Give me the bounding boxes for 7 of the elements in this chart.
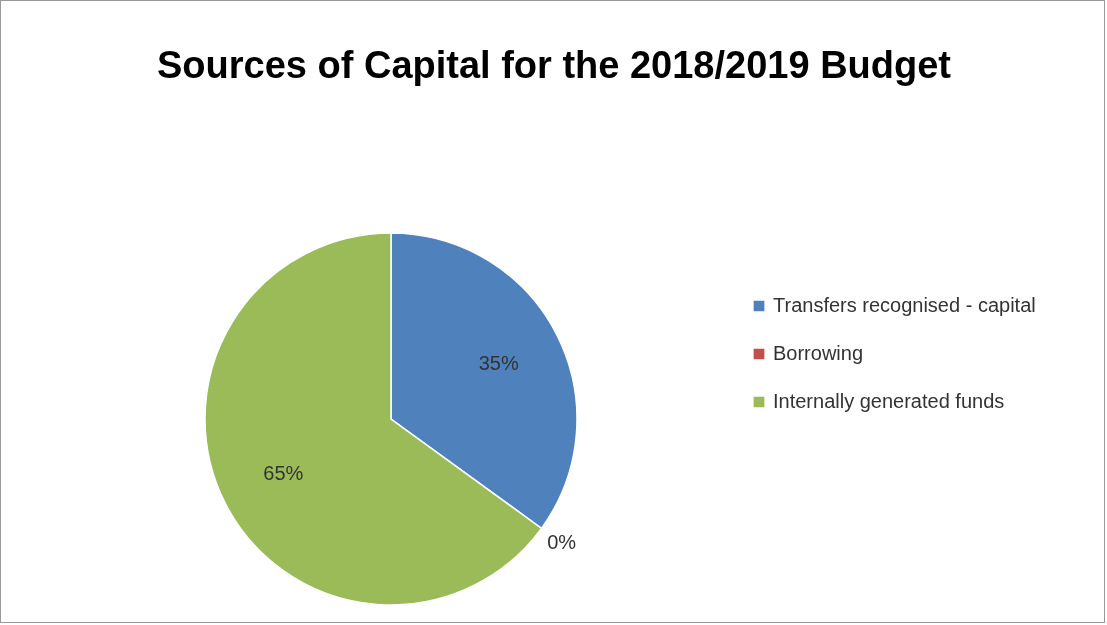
text: 0% xyxy=(547,531,577,554)
legend-label: Transfers recognised - capital xyxy=(773,294,1036,316)
chart-title: Sources of Capital for the 2018/2019 Budget xyxy=(156,44,952,86)
data-label: 35% xyxy=(478,352,519,375)
legend-label: Internally generated funds xyxy=(773,390,1005,412)
data-label: 65% xyxy=(263,461,304,484)
legend-label: Borrowing xyxy=(773,342,864,364)
